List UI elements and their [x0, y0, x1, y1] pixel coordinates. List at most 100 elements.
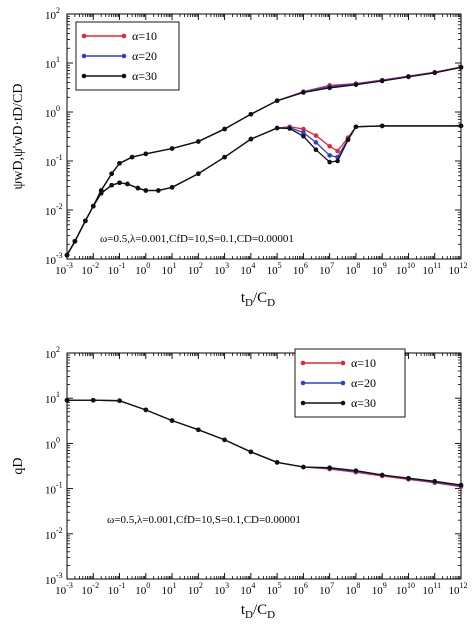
- series-3-point: [90, 397, 96, 403]
- series-3-pressure-point: [169, 146, 175, 151]
- x-tick-base: 10: [188, 585, 200, 597]
- x-tick-exponent: 11: [433, 261, 441, 270]
- x-tick-exponent: 10: [407, 581, 415, 590]
- series-3-pressure-point: [196, 139, 201, 144]
- series-3-derivative-point: [274, 125, 280, 131]
- x-tick-exponent: 0: [146, 581, 150, 590]
- x-tick-label: 10-3: [55, 261, 73, 277]
- x-tick-label: 107: [319, 261, 334, 277]
- x-tick-label: 103: [214, 261, 229, 277]
- series-3-point: [379, 472, 385, 478]
- x-tick-base: 10: [108, 265, 120, 277]
- y-tick-base: 10: [45, 255, 57, 267]
- x-label-sub2: D: [267, 609, 275, 621]
- x-tick-label: 100: [135, 581, 150, 597]
- y-tick-label: 101: [45, 390, 60, 406]
- x-tick-base: 10: [449, 265, 461, 277]
- y-tick-label: 100: [45, 435, 60, 451]
- x-tick-exponent: 9: [383, 261, 387, 270]
- series-1-derivative-point: [301, 126, 306, 132]
- series-3-point: [458, 482, 464, 488]
- legend-marker: [340, 380, 346, 386]
- series-3-pressure-point: [301, 90, 306, 95]
- series-3-point: [301, 464, 306, 470]
- series-3-point: [169, 418, 175, 423]
- x-tick-label: 109: [372, 581, 387, 597]
- series-3-pressure-point: [406, 74, 411, 80]
- x-axis-label: tD/CD: [241, 290, 275, 309]
- series-3-derivative-point: [169, 185, 175, 190]
- series-3-derivative-point: [72, 238, 78, 244]
- x-axis-label: tD/CD: [241, 602, 275, 621]
- x-tick-label: 109: [372, 261, 387, 277]
- x-tick-label: 107: [319, 581, 334, 597]
- parameter-annotation: ω=0.5,λ=0.001,CfD=10,S=0.1,CD=0.00001: [100, 233, 294, 245]
- x-label-sub: D: [245, 297, 253, 309]
- x-tick-base: 10: [293, 585, 305, 597]
- y-tick-label: 10-1: [45, 153, 63, 169]
- x-label-main: t: [241, 602, 246, 618]
- x-tick-label: 10-1: [108, 261, 126, 277]
- legend-marker: [81, 53, 87, 59]
- legend: α=10 α=20 α=30: [294, 348, 406, 418]
- y-tick-label: 10-2: [45, 202, 63, 218]
- x-tick-base: 10: [396, 265, 408, 277]
- series-3-derivative-point: [287, 126, 292, 131]
- series-3-derivative-point: [143, 188, 149, 193]
- y-tick-base: 10: [45, 394, 57, 406]
- x-tick-label: 1011: [422, 261, 441, 277]
- series-3-pressure-point: [109, 171, 114, 177]
- y-tick-exponent: -1: [56, 481, 63, 490]
- legend-label: α=30: [351, 396, 376, 410]
- x-tick-exponent: 7: [330, 261, 334, 270]
- y-tick-label: 10-1: [45, 481, 63, 497]
- series-3-point: [432, 479, 438, 484]
- x-tick-base: 10: [267, 585, 279, 597]
- x-tick-exponent: 6: [304, 261, 308, 270]
- x-tick-base: 10: [162, 585, 174, 597]
- y-tick-base: 10: [45, 439, 57, 451]
- x-tick-exponent: 10: [407, 261, 415, 270]
- y-tick-label: 10-3: [45, 571, 63, 587]
- x-tick-label: 10-2: [81, 581, 99, 597]
- x-tick-exponent: -3: [66, 261, 73, 270]
- series-3-derivative-point: [90, 203, 96, 209]
- x-tick-base: 10: [293, 265, 305, 277]
- x-tick-exponent: -2: [92, 581, 99, 590]
- x-tick-exponent: 11: [433, 581, 441, 590]
- y-tick-label: 101: [45, 55, 60, 71]
- x-tick-exponent: 4: [251, 581, 255, 590]
- x-tick-base: 10: [81, 265, 93, 277]
- series-3-derivative-point: [313, 147, 319, 153]
- x-tick-label: 1010: [396, 261, 415, 277]
- series-3-point: [327, 465, 332, 470]
- y-tick-exponent: 0: [56, 104, 60, 113]
- chart-panel-2: 10-3 10-2 10-1 100 101 102 103 104 105 106 107 108 1…: [11, 345, 468, 621]
- chart-panel-1: 10-3 10-2 10-1 100 101 102 103 104 105 106 107 108 1…: [11, 6, 468, 309]
- legend-marker: [300, 360, 306, 366]
- x-tick-base: 10: [396, 585, 408, 597]
- x-tick-label: 1012: [449, 261, 468, 277]
- x-label-sub2: D: [267, 297, 275, 309]
- x-tick-label: 108: [345, 581, 360, 597]
- y-tick-base: 10: [45, 108, 57, 120]
- series-3-derivative-point: [156, 188, 161, 193]
- series-3-pressure-point: [353, 82, 359, 88]
- y-tick-exponent: -2: [56, 202, 63, 211]
- x-tick-exponent: -1: [119, 581, 126, 590]
- series-3-pressure-point: [248, 111, 254, 117]
- x-tick-base: 10: [214, 585, 226, 597]
- x-tick-base: 10: [240, 585, 252, 597]
- x-tick-exponent: 12: [460, 581, 468, 590]
- x-tick-label: 105: [267, 261, 282, 277]
- x-tick-base: 10: [240, 265, 252, 277]
- series-3-derivative-point: [379, 123, 385, 129]
- x-tick-label: 10-2: [81, 261, 99, 277]
- series-3-derivative-point: [83, 218, 88, 224]
- y-tick-label: 100: [45, 104, 60, 120]
- series-3-point: [196, 427, 201, 433]
- y-tick-base: 10: [45, 530, 57, 542]
- x-tick-base: 10: [372, 265, 384, 277]
- x-tick-exponent: -1: [119, 261, 126, 270]
- series-1-derivative-point: [335, 148, 340, 154]
